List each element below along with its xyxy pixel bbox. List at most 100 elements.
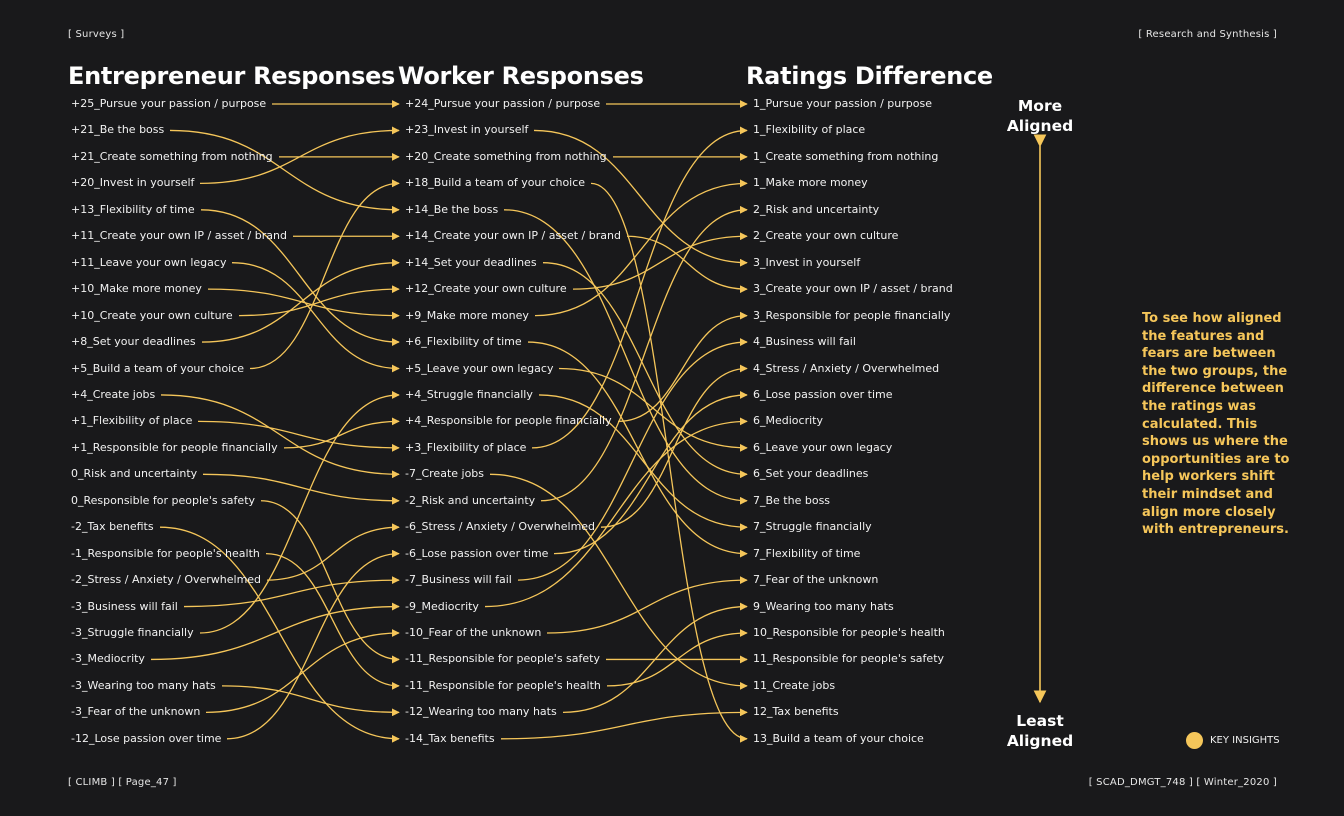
entrepreneur-item: +11_Create your own IP / asset / brand	[71, 229, 287, 243]
worker-difference-link	[606, 629, 748, 687]
worker-item: +4_Struggle financially	[405, 387, 533, 401]
entrepreneur-item: -1_Responsible for people's health	[71, 546, 260, 560]
difference-item: 7_Be the boss	[753, 493, 831, 507]
difference-item: 10_Responsible for people's health	[753, 626, 945, 639]
entrepreneur-worker-link	[266, 523, 400, 581]
difference-item: 6_Leave your own legacy	[753, 440, 893, 454]
worker-item: +4_Responsible for people financially	[405, 414, 612, 428]
worker-item: -9_Mediocrity	[405, 599, 479, 613]
worker-difference-link	[527, 341, 748, 558]
entrepreneur-worker-link	[207, 288, 400, 320]
worker-difference-link	[489, 473, 748, 690]
entrepreneur-worker-link	[197, 420, 400, 452]
entrepreneur-worker-link	[150, 602, 400, 661]
entrepreneur-item: +1_Flexibility of place	[71, 414, 193, 428]
worker-difference-link	[533, 129, 748, 267]
entrepreneur-worker-link	[199, 126, 400, 184]
entrepreneur-item: +5_Build a team of your choice	[71, 361, 245, 375]
worker-item: +12_Create your own culture	[405, 282, 567, 296]
difference-item: 7_Fear of the unknown	[753, 573, 879, 587]
worker-difference-link	[546, 576, 748, 634]
worker-item: +14_Set your deadlines	[405, 255, 537, 269]
entrepreneur-item: -3_Business will fail	[71, 599, 178, 613]
worker-difference-link	[540, 205, 748, 502]
entrepreneur-worker-link	[260, 500, 400, 664]
worker-difference-link	[542, 262, 748, 479]
worker-item: -10_Fear of the unknown	[405, 626, 542, 639]
entrepreneur-item: -12_Lose passion over time	[71, 731, 222, 745]
entrepreneur-worker-link	[160, 394, 400, 479]
entrepreneur-worker-link	[183, 576, 400, 608]
difference-item: 13_Build a team of your choice	[753, 731, 924, 745]
difference-item: 12_Tax benefits	[753, 705, 839, 719]
worker-item: +14_Create your own IP / asset / brand	[405, 229, 621, 243]
worker-item: -14_Tax benefits	[405, 731, 495, 745]
worker-item: -6_Lose passion over time	[405, 546, 549, 560]
entrepreneur-worker-link	[265, 553, 400, 690]
chapter-tag: [ Research and Synthesis ]	[1138, 29, 1277, 40]
worker-difference-link	[562, 602, 748, 713]
legend: KEY INSIGHTS	[1186, 732, 1280, 749]
worker-difference-link	[617, 311, 748, 423]
worker-difference-link	[500, 708, 748, 740]
worker-heading: Worker Responses	[398, 62, 644, 90]
entrepreneur-item: -3_Struggle financially	[71, 626, 194, 639]
entrepreneur-worker-link	[221, 685, 400, 717]
entrepreneur-item: -2_Tax benefits	[71, 520, 154, 534]
worker-item: -7_Create jobs	[405, 467, 485, 481]
difference-item: 11_Responsible for people's safety	[753, 652, 945, 666]
worker-item: +6_Flexibility of time	[405, 335, 522, 349]
worker-item: -2_Risk and uncertainty	[405, 493, 536, 507]
difference-item: 7_Struggle financially	[753, 520, 872, 534]
worker-item: -6_Stress / Anxiety / Overwhelmed	[405, 520, 596, 534]
worker-item: +9_Make more money	[405, 308, 529, 322]
entrepreneur-worker-link	[201, 258, 400, 343]
entrepreneur-item: 0_Risk and uncertainty	[71, 467, 198, 481]
entrepreneur-worker-link	[199, 391, 400, 634]
difference-item: 6_Set your deadlines	[753, 467, 869, 481]
worker-difference-link	[553, 391, 748, 555]
difference-item: 3_Responsible for people financially	[753, 308, 951, 322]
worker-difference-link	[600, 364, 748, 528]
worker-difference-link	[517, 338, 748, 581]
entrepreneur-item: +1_Responsible for people financially	[71, 440, 278, 454]
entrepreneur-worker-link	[200, 209, 400, 346]
difference-heading: Ratings Difference	[746, 62, 993, 90]
worker-item: +20_Create something from nothing	[405, 149, 607, 163]
worker-item: +23_Invest in yourself	[405, 123, 529, 137]
section-tag: [ Surveys ]	[68, 29, 125, 40]
key-insight-dot	[1186, 732, 1203, 749]
entrepreneur-worker-link	[231, 262, 400, 373]
worker-difference-link	[534, 179, 748, 317]
worker-difference-link	[572, 232, 748, 290]
difference-item: 1_Create something from nothing	[753, 149, 939, 163]
more-aligned-label: More Aligned	[1006, 97, 1074, 135]
entrepreneur-worker-link	[159, 526, 400, 743]
difference-item: 11_Create jobs	[753, 678, 836, 692]
difference-item: 1_Make more money	[753, 176, 868, 190]
worker-item: -11_Responsible for people's safety	[405, 652, 600, 666]
worker-difference-link	[538, 394, 748, 532]
course-tag: [ SCAD_DMGT_748 ] [ Winter_2020 ]	[1088, 777, 1277, 788]
worker-item: +3_Flexibility of place	[405, 440, 527, 454]
difference-item: 1_Pursue your passion / purpose	[753, 97, 932, 110]
entrepreneur-item: +11_Leave your own legacy	[71, 255, 227, 269]
difference-item: 9_Wearing too many hats	[753, 599, 894, 613]
entrepreneur-worker-link	[238, 285, 400, 317]
worker-difference-link	[626, 235, 748, 294]
worker-item: +24_Pursue your passion / purpose	[405, 97, 601, 110]
entrepreneur-item: +8_Set your deadlines	[71, 335, 196, 349]
entrepreneur-item: +20_Invest in yourself	[71, 176, 195, 190]
difference-item: 6_Lose passion over time	[753, 387, 893, 401]
worker-difference-link	[503, 209, 748, 505]
least-aligned-label: Least Aligned	[1006, 712, 1074, 750]
entrepreneur-item: +10_Create your own culture	[71, 308, 233, 322]
difference-item: 2_Create your own culture	[753, 229, 899, 243]
worker-difference-link	[484, 417, 748, 608]
worker-item: +5_Leave your own legacy	[405, 361, 554, 375]
page-number: [ CLIMB ] [ Page_47 ]	[68, 777, 177, 788]
entrepreneur-item: 0_Responsible for people's safety	[71, 493, 256, 507]
difference-item: 6_Mediocrity	[753, 414, 823, 428]
worker-item: -12_Wearing too many hats	[405, 705, 557, 719]
